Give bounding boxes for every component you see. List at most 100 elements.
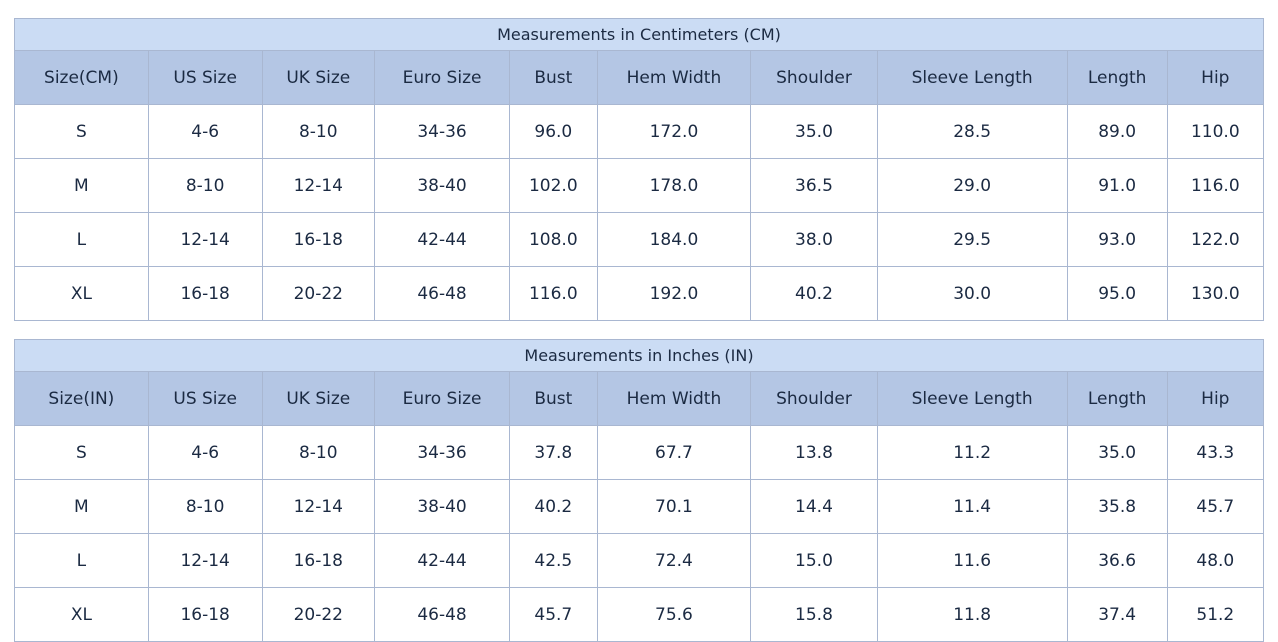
table-cell: 8-10 (261, 104, 376, 159)
measurements-in-table: Measurements in Inches (IN) Size(IN) US S… (14, 339, 1265, 642)
table-cell: 67.7 (596, 425, 752, 480)
table-title-row: Measurements in Inches (IN) (14, 339, 1264, 372)
table-cell: 51.2 (1166, 587, 1265, 642)
table-cell: 91.0 (1066, 158, 1168, 213)
table-cell: 40.2 (509, 479, 598, 534)
table-title: Measurements in Inches (IN) (14, 339, 1264, 372)
column-header: Shoulder (750, 371, 878, 426)
table-cell: 4-6 (147, 104, 263, 159)
table-cell: 16-18 (147, 587, 263, 642)
column-header: UK Size (261, 50, 376, 105)
table-cell: 42-44 (374, 212, 511, 267)
table-cell: 14.4 (750, 479, 878, 534)
measurements-cm-table: Measurements in Centimeters (CM) Size(CM… (14, 18, 1265, 321)
table-row: XL 16-18 20-22 46-48 116.0 192.0 40.2 30.0 95.0 1… (14, 266, 1265, 321)
table-cell: 12-14 (261, 479, 376, 534)
column-header: Sleeve Length (876, 371, 1068, 426)
table-cell: 122.0 (1166, 212, 1265, 267)
table-cell: 38-40 (374, 479, 511, 534)
table-row: S 4-6 8-10 34-36 96.0 172.0 35.0 28.5 89.0 110.0 (14, 104, 1265, 159)
column-header: Hem Width (596, 371, 752, 426)
table-row: L 12-14 16-18 42-44 108.0 184.0 38.0 29.5 93.0 12… (14, 212, 1265, 267)
table-cell: 108.0 (509, 212, 598, 267)
table-row: M 8-10 12-14 38-40 40.2 70.1 14.4 11.4 35.8 45.7 (14, 479, 1265, 534)
table-cell: 13.8 (750, 425, 878, 480)
table-cell: 46-48 (374, 266, 511, 321)
table-cell: 110.0 (1166, 104, 1265, 159)
table-cell: 172.0 (596, 104, 752, 159)
table-cell: 30.0 (876, 266, 1068, 321)
table-cell: 95.0 (1066, 266, 1168, 321)
table-cell: 20-22 (261, 266, 376, 321)
column-header: Size(IN) (14, 371, 149, 426)
size-cell: L (14, 212, 149, 267)
size-cell: S (14, 425, 149, 480)
column-header: Size(CM) (14, 50, 149, 105)
table-cell: 34-36 (374, 425, 511, 480)
table-header-row: Size(CM) US Size UK Size Euro Size Bust Hem W… (14, 50, 1265, 105)
column-header: US Size (147, 371, 263, 426)
table-cell: 15.8 (750, 587, 878, 642)
column-header: Length (1066, 50, 1168, 105)
table-cell: 36.6 (1066, 533, 1168, 588)
size-cell: S (14, 104, 149, 159)
table-cell: 96.0 (509, 104, 598, 159)
table-cell: 29.0 (876, 158, 1068, 213)
table-cell: 12-14 (147, 212, 263, 267)
table-cell: 15.0 (750, 533, 878, 588)
table-cell: 16-18 (147, 266, 263, 321)
table-cell: 28.5 (876, 104, 1068, 159)
table-cell: 93.0 (1066, 212, 1168, 267)
column-header: Shoulder (750, 50, 878, 105)
table-cell: 29.5 (876, 212, 1068, 267)
table-cell: 34-36 (374, 104, 511, 159)
column-header: Hip (1166, 371, 1265, 426)
column-header: US Size (147, 50, 263, 105)
size-cell: M (14, 158, 149, 213)
table-title: Measurements in Centimeters (CM) (14, 18, 1264, 51)
table-cell: 35.8 (1066, 479, 1168, 534)
table-cell: 42.5 (509, 533, 598, 588)
table-cell: 38.0 (750, 212, 878, 267)
table-cell: 46-48 (374, 587, 511, 642)
table-cell: 8-10 (261, 425, 376, 480)
table-cell: 20-22 (261, 587, 376, 642)
table-cell: 116.0 (1166, 158, 1265, 213)
table-cell: 72.4 (596, 533, 752, 588)
table-cell: 75.6 (596, 587, 752, 642)
table-cell: 102.0 (509, 158, 598, 213)
size-cell: XL (14, 266, 149, 321)
column-header: Bust (509, 50, 598, 105)
table-title-row: Measurements in Centimeters (CM) (14, 18, 1264, 51)
table-cell: 16-18 (261, 533, 376, 588)
table-cell: 89.0 (1066, 104, 1168, 159)
table-cell: 8-10 (147, 479, 263, 534)
table-cell: 45.7 (1166, 479, 1265, 534)
table-cell: 192.0 (596, 266, 752, 321)
table-cell: 116.0 (509, 266, 598, 321)
column-header: Bust (509, 371, 598, 426)
table-cell: 12-14 (147, 533, 263, 588)
table-cell: 35.0 (750, 104, 878, 159)
table-cell: 4-6 (147, 425, 263, 480)
table-cell: 42-44 (374, 533, 511, 588)
size-cell: L (14, 533, 149, 588)
table-cell: 16-18 (261, 212, 376, 267)
table-cell: 178.0 (596, 158, 752, 213)
column-header: Euro Size (374, 371, 511, 426)
column-header: Hip (1166, 50, 1265, 105)
table-row: S 4-6 8-10 34-36 37.8 67.7 13.8 11.2 35.0 43.3 (14, 425, 1265, 480)
table-cell: 37.4 (1066, 587, 1168, 642)
table-cell: 37.8 (509, 425, 598, 480)
column-header: Length (1066, 371, 1168, 426)
table-cell: 11.6 (876, 533, 1068, 588)
column-header: UK Size (261, 371, 376, 426)
size-cell: XL (14, 587, 149, 642)
table-cell: 11.8 (876, 587, 1068, 642)
table-cell: 43.3 (1166, 425, 1265, 480)
table-cell: 130.0 (1166, 266, 1265, 321)
table-row: M 8-10 12-14 38-40 102.0 178.0 36.5 29.0 91.0 116… (14, 158, 1265, 213)
column-header: Sleeve Length (876, 50, 1068, 105)
table-cell: 11.2 (876, 425, 1068, 480)
